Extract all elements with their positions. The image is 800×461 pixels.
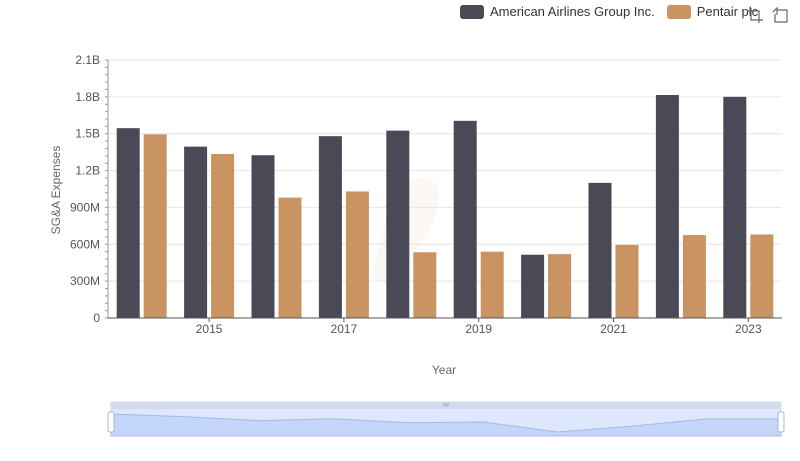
bar-pentair-2019 bbox=[480, 251, 504, 318]
y-tick-label-6: 1.8B bbox=[75, 90, 100, 104]
data-zoom-handle-right[interactable] bbox=[777, 411, 785, 433]
legend-swatch-pentair bbox=[666, 4, 691, 19]
bars bbox=[116, 95, 774, 318]
y-tick-label-5: 1.5B bbox=[75, 127, 100, 141]
data-zoom-preview bbox=[110, 413, 782, 437]
legend-label-pentair: Pentair plc bbox=[696, 4, 759, 19]
y-tick-label-4: 1.2B bbox=[75, 164, 100, 178]
data-zoom-slider[interactable] bbox=[107, 401, 785, 437]
bar-pentair-2014 bbox=[143, 134, 167, 318]
y-tick-label-7: 2.1B bbox=[75, 53, 100, 67]
bar-pentair-2018 bbox=[413, 252, 437, 318]
legend-item-pentair[interactable]: Pentair plc bbox=[666, 4, 759, 19]
y-tick-label-2: 600M bbox=[70, 237, 100, 251]
restore-icon[interactable] bbox=[772, 6, 790, 24]
legend: American Airlines Group Inc. Pentair plc bbox=[460, 4, 770, 19]
data-zoom-grip-icon bbox=[443, 403, 449, 407]
x-tick-label-2023: 2023 bbox=[735, 322, 762, 336]
bar-pentair-2015 bbox=[211, 153, 235, 318]
bar-pentair-2020 bbox=[548, 254, 572, 318]
grid-lines bbox=[108, 59, 782, 282]
x-tick-label-2015: 2015 bbox=[196, 322, 223, 336]
bar-american-airlines-2023 bbox=[723, 96, 747, 318]
x-tick-label-2019: 2019 bbox=[465, 322, 492, 336]
bar-american-airlines-2015 bbox=[184, 146, 208, 318]
x-tick-labels: 2015 2017 2019 2021 2023 bbox=[196, 322, 762, 336]
y-tick-label-0: 0 bbox=[93, 311, 100, 325]
bar-pentair-2017 bbox=[345, 191, 369, 318]
bar-pentair-2023 bbox=[750, 234, 774, 318]
legend-item-american-airlines[interactable]: American Airlines Group Inc. bbox=[460, 4, 655, 19]
data-zoom-handle-left[interactable] bbox=[107, 411, 115, 433]
bar-pentair-2022 bbox=[682, 235, 706, 318]
bar-american-airlines-2022 bbox=[655, 95, 679, 318]
legend-swatch-american-airlines bbox=[460, 4, 484, 19]
toolbox bbox=[746, 6, 790, 24]
x-tick-label-2017: 2017 bbox=[331, 322, 358, 336]
bar-american-airlines-2021 bbox=[588, 182, 612, 318]
bar-american-airlines-2020 bbox=[521, 254, 545, 318]
legend-label-american-airlines: American Airlines Group Inc. bbox=[490, 4, 655, 19]
x-axis-title: Year bbox=[432, 363, 456, 377]
y-tick-label-1: 300M bbox=[70, 274, 100, 288]
bar-american-airlines-2016 bbox=[251, 155, 275, 318]
y-tick-labels: 0 300M 600M 900M 1.2B 1.5B 1.8B 2.1B bbox=[70, 53, 100, 325]
bar-american-airlines-2018 bbox=[386, 130, 410, 318]
bar-american-airlines-2017 bbox=[318, 136, 342, 318]
bar-american-airlines-2014 bbox=[116, 128, 140, 318]
y-axis-title: SG&A Expenses bbox=[49, 146, 63, 235]
x-tick-label-2021: 2021 bbox=[600, 322, 627, 336]
bar-pentair-2016 bbox=[278, 197, 302, 318]
bar-american-airlines-2019 bbox=[453, 120, 477, 318]
zoom-icon[interactable] bbox=[746, 6, 764, 24]
axes bbox=[107, 60, 782, 322]
bar-pentair-2021 bbox=[615, 244, 639, 318]
y-tick-label-3: 900M bbox=[70, 200, 100, 214]
